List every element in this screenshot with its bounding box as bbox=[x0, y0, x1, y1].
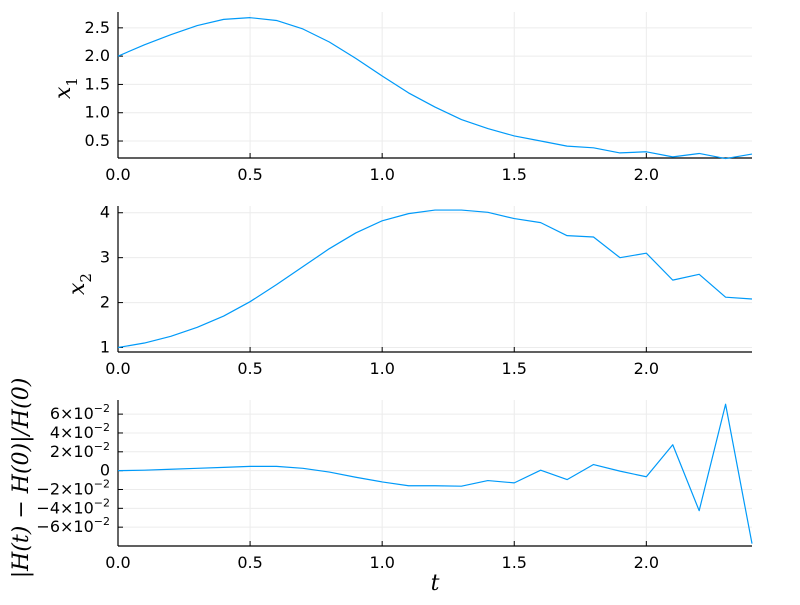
y-tick-exponent: −2 bbox=[94, 440, 110, 453]
y-tick-exponent: −2 bbox=[94, 402, 110, 415]
y-tick-label: 3 bbox=[100, 248, 110, 267]
x-tick-label: 1.5 bbox=[502, 359, 527, 378]
series-line bbox=[117, 209, 753, 349]
y-tick-label: 2×10−2 bbox=[50, 440, 110, 461]
x-tick-label: 0.0 bbox=[105, 165, 130, 184]
x-tick-label: 1.5 bbox=[502, 553, 527, 572]
x-axis-label: t bbox=[431, 571, 440, 596]
panel-1: 0.0 0.5 1.0 1.5 2.0 0.5 1.0 1.5 2.0 2.5 x1 bbox=[51, 12, 753, 184]
series-line bbox=[117, 403, 753, 544]
x-tick-label: 0.5 bbox=[237, 359, 262, 378]
x-tick-label: 0.5 bbox=[237, 165, 262, 184]
y-tick-mantissa: −2×10 bbox=[36, 479, 93, 498]
y-tick-label: 6×10−2 bbox=[50, 402, 110, 423]
y-tick-exponent: −2 bbox=[94, 496, 110, 509]
y-axis-label-main: x bbox=[51, 86, 76, 99]
y-tick-label: −6×10−2 bbox=[36, 515, 110, 536]
y-tick-label: 0.5 bbox=[85, 131, 110, 150]
y-tick-label: 4 bbox=[100, 203, 110, 222]
x-tick-label: 1.0 bbox=[369, 359, 394, 378]
y-tick-label: 1.0 bbox=[85, 103, 110, 122]
y-tick-label: −2×10−2 bbox=[36, 477, 110, 498]
x-tick-label: 0.0 bbox=[105, 553, 130, 572]
y-tick-label: 4×10−2 bbox=[50, 421, 110, 442]
series-line bbox=[117, 17, 753, 160]
y-axis-label-subscript: 2 bbox=[77, 273, 95, 283]
x-tick-label: 0.0 bbox=[105, 359, 130, 378]
panel-3: 0.0 0.5 1.0 1.5 2.0−6×10−2−4×10−2−2×10−202×1… bbox=[9, 378, 753, 596]
x-tick-label: 1.5 bbox=[502, 165, 527, 184]
y-axis-label-main: x bbox=[65, 282, 90, 295]
y-tick-mantissa: 0 bbox=[100, 461, 110, 480]
y-tick-label: 2 bbox=[100, 293, 110, 312]
y-tick-mantissa: −4×10 bbox=[36, 498, 93, 517]
x-tick-label: 2.0 bbox=[634, 359, 659, 378]
x-tick-label: 1.0 bbox=[369, 553, 394, 572]
y-tick-mantissa: 6×10 bbox=[50, 404, 94, 423]
y-tick-label: −4×10−2 bbox=[36, 496, 110, 517]
y-axis-label-main: |H(t) − H(0)|/H(0) bbox=[9, 378, 34, 579]
y-tick-exponent: −2 bbox=[94, 477, 110, 490]
y-axis-label-subscript: 1 bbox=[63, 77, 81, 87]
y-tick-label: 0 bbox=[100, 461, 110, 480]
y-tick-exponent: −2 bbox=[94, 515, 110, 528]
y-tick-exponent: −2 bbox=[94, 421, 110, 434]
y-tick-label: 2.5 bbox=[85, 18, 110, 37]
y-tick-label: 1 bbox=[100, 338, 110, 357]
y-tick-mantissa: 2×10 bbox=[50, 442, 94, 461]
y-axis-label: |H(t) − H(0)|/H(0) bbox=[9, 378, 34, 579]
y-tick-label: 1.5 bbox=[85, 74, 110, 93]
y-axis-label: x2 bbox=[65, 273, 95, 295]
y-tick-mantissa: −6×10 bbox=[36, 517, 93, 536]
x-tick-label: 1.0 bbox=[369, 165, 394, 184]
y-tick-label: 2.0 bbox=[85, 46, 110, 65]
x-tick-label: 2.0 bbox=[634, 553, 659, 572]
x-tick-label: 2.0 bbox=[634, 165, 659, 184]
y-axis-label: x1 bbox=[51, 77, 81, 99]
x-tick-label: 0.5 bbox=[237, 553, 262, 572]
y-tick-mantissa: 4×10 bbox=[50, 423, 94, 442]
